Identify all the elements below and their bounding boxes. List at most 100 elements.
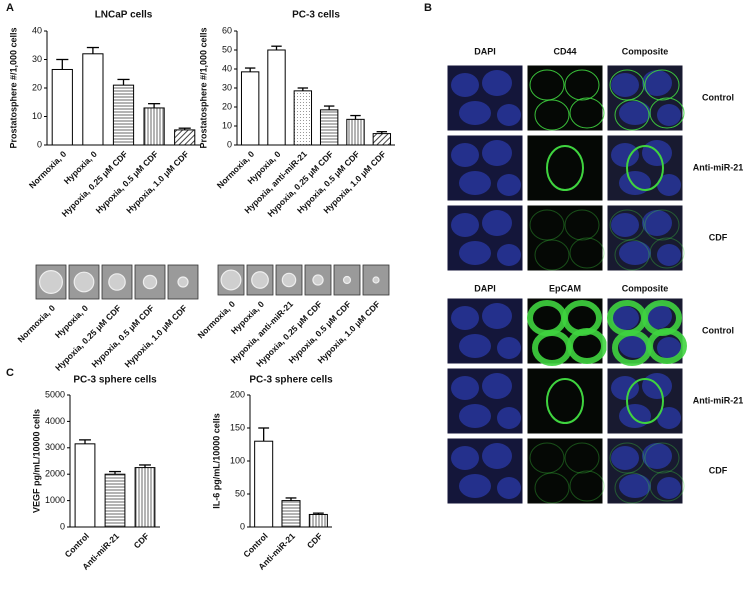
stain — [564, 69, 600, 101]
bar — [319, 109, 339, 146]
stain — [529, 69, 565, 101]
stain — [609, 442, 645, 474]
nucleus — [451, 143, 479, 167]
y-tick-label: 0 — [37, 139, 42, 149]
nucleus — [619, 171, 651, 195]
y-tick-label: 60 — [222, 25, 232, 35]
y-tick-label: 50 — [222, 44, 232, 54]
y-tick-label: 20 — [32, 82, 42, 92]
nucleus — [459, 101, 491, 125]
nucleus — [451, 73, 479, 97]
chart-title: PC-3 cells — [292, 10, 340, 21]
y-tick-label: 200 — [230, 389, 245, 399]
row-label: Control — [702, 92, 734, 102]
y-tick-label: 30 — [32, 54, 42, 64]
micrograph — [526, 204, 604, 272]
y-tick-label: 10 — [222, 120, 232, 130]
column-header: Composite — [622, 46, 669, 56]
chart-title: LNCaP cells — [95, 10, 153, 21]
sphere — [251, 271, 269, 289]
y-axis-title: IL-6 pg/mL/10000 cells — [211, 413, 221, 509]
nucleus — [482, 70, 512, 96]
row-label: Anti-miR-21 — [693, 395, 744, 405]
nucleus — [611, 143, 639, 167]
stain — [626, 378, 664, 424]
bar — [74, 443, 96, 528]
x-tick-label: CDF — [132, 531, 151, 550]
x-tick-label: Hypoxia, 1.0 μM CDF — [124, 149, 191, 216]
stain — [569, 97, 605, 129]
stain — [569, 470, 605, 502]
stain — [644, 69, 680, 101]
chart-title: PC-3 sphere cells — [73, 375, 157, 386]
x-tick-label: CDF — [305, 531, 324, 550]
nucleus — [642, 443, 672, 469]
nucleus — [482, 443, 512, 469]
x-tick-label: Normoxia, 0 — [27, 149, 69, 191]
bar — [267, 49, 286, 146]
stain — [626, 145, 664, 191]
x-tick-label: Control — [63, 531, 91, 559]
nucleus — [459, 474, 491, 498]
nucleus — [657, 407, 681, 429]
y-tick-label: 3000 — [45, 442, 65, 452]
y-tick-label: 0 — [60, 521, 65, 531]
nucleus — [611, 376, 639, 400]
image-label: Hypoxia, 1.0 μM CDF — [122, 303, 189, 370]
bar — [112, 84, 135, 146]
image-label: Hypoxia, 0.25 μM CDF — [53, 303, 123, 373]
nucleus — [611, 213, 639, 237]
nucleus — [642, 210, 672, 236]
micrograph — [526, 437, 604, 505]
sphere — [177, 276, 189, 288]
nucleus — [619, 101, 651, 125]
nucleus — [459, 171, 491, 195]
nucleus — [611, 73, 639, 97]
image-label: Normoxia, 0 — [16, 303, 58, 345]
nucleus — [619, 404, 651, 428]
stain — [609, 69, 645, 101]
column-header: DAPI — [474, 283, 496, 293]
stain — [614, 99, 650, 131]
bar — [254, 440, 274, 528]
column-header: Composite — [622, 283, 669, 293]
nucleus — [459, 404, 491, 428]
nucleus — [482, 373, 512, 399]
y-tick-label: 1000 — [45, 495, 65, 505]
bar — [82, 53, 104, 146]
nucleus — [497, 174, 521, 196]
stain — [534, 472, 570, 504]
stain — [546, 378, 584, 424]
stain — [569, 237, 605, 269]
y-tick-label: 2000 — [45, 469, 65, 479]
stain — [644, 209, 680, 241]
y-tick-label: 150 — [230, 422, 245, 432]
column-header: CD44 — [553, 46, 576, 56]
stain — [649, 470, 685, 502]
y-tick-label: 30 — [222, 82, 232, 92]
stain — [546, 145, 584, 191]
stain — [529, 442, 565, 474]
y-tick-label: 40 — [222, 63, 232, 73]
stain — [614, 239, 650, 271]
sphere — [108, 273, 126, 291]
stain — [647, 328, 687, 364]
row-label: Anti-miR-21 — [693, 162, 744, 172]
nucleus — [611, 306, 639, 330]
bar — [346, 118, 365, 146]
stain — [534, 99, 570, 131]
y-axis-title: Prostatosphere #/1,000 cells — [8, 27, 18, 148]
y-tick-label: 10 — [32, 111, 42, 121]
nucleus — [497, 104, 521, 126]
y-tick-label: 0 — [240, 521, 245, 531]
stain — [529, 209, 565, 241]
nucleus — [657, 104, 681, 126]
y-tick-label: 50 — [235, 488, 245, 498]
stain — [649, 97, 685, 129]
row-label: Control — [702, 325, 734, 335]
stain — [649, 237, 685, 269]
stain — [567, 328, 607, 364]
panel-label: B — [424, 2, 432, 14]
bar — [104, 473, 126, 528]
